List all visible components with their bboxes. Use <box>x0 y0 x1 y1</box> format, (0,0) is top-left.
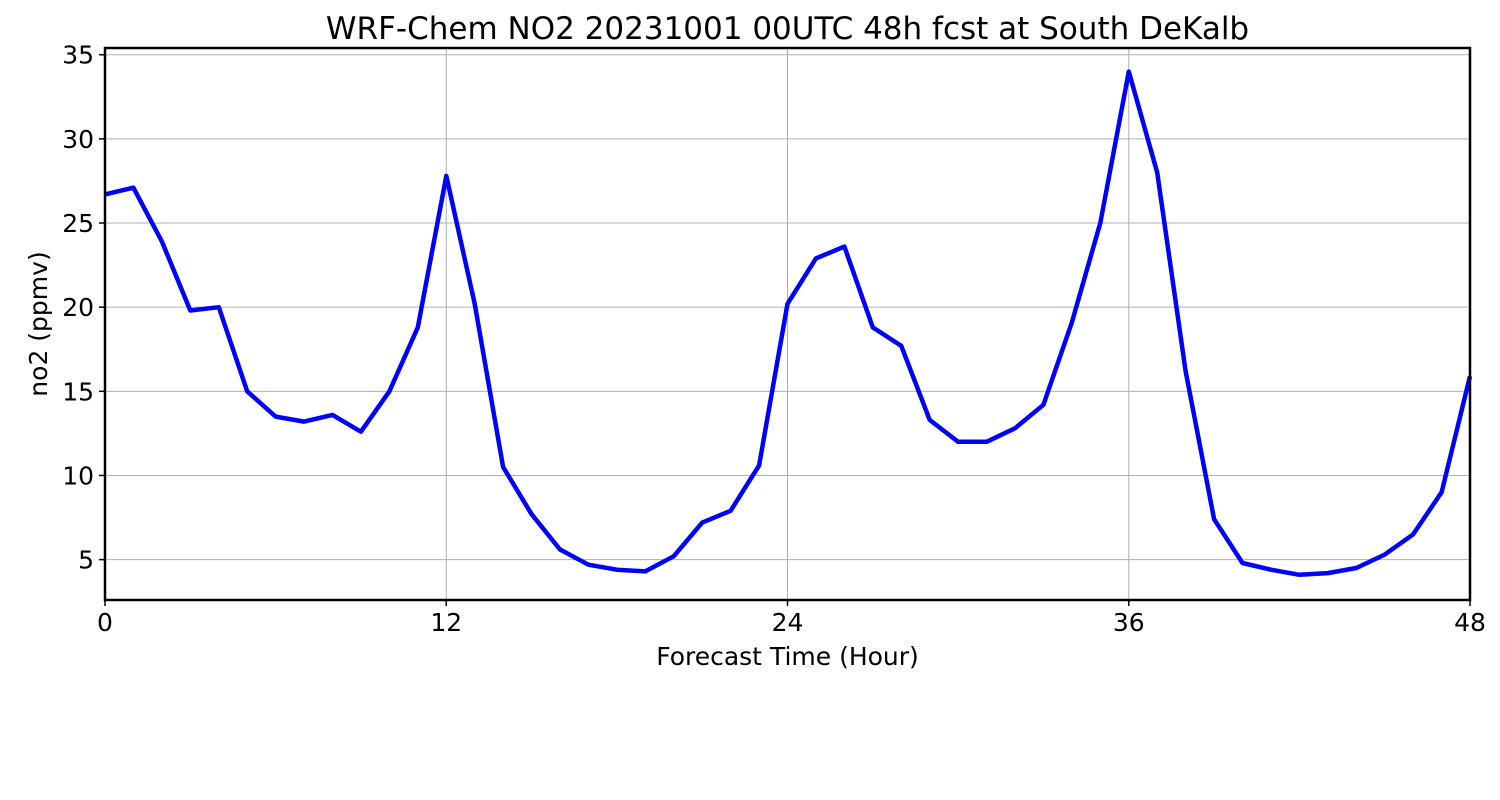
chart-title: WRF-Chem NO2 20231001 00UTC 48h fcst at … <box>326 11 1249 47</box>
y-axis-ticks: 5 10 15 20 25 30 35 <box>62 41 105 575</box>
x-axis-ticks: 0 12 24 36 48 <box>97 600 1486 637</box>
x-tick-label: 0 <box>97 608 113 637</box>
x-tick-label: 12 <box>430 608 462 637</box>
no2-series-line <box>104 69 1473 578</box>
y-axis-label: no2 (ppmv) <box>24 251 53 396</box>
y-tick-label: 35 <box>62 41 94 70</box>
x-tick-label: 48 <box>1454 608 1486 637</box>
x-axis-label: Forecast Time (Hour) <box>656 642 919 671</box>
y-tick-label: 25 <box>62 209 94 238</box>
x-tick-label: 24 <box>772 608 804 637</box>
y-tick-label: 15 <box>62 377 94 406</box>
y-tick-label: 30 <box>62 125 94 154</box>
y-tick-label: 10 <box>62 461 94 490</box>
x-tick-label: 36 <box>1113 608 1145 637</box>
y-tick-label: 20 <box>62 293 94 322</box>
y-tick-label: 5 <box>78 546 94 575</box>
